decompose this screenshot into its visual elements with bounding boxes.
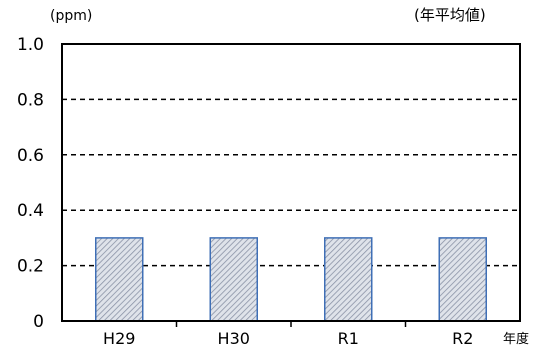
x-tick-labels: H29 H30 R1 R2 <box>103 329 473 348</box>
bar-R1 <box>324 237 373 322</box>
y-tick-label: 0.4 <box>17 201 44 221</box>
axes <box>61 43 521 327</box>
x-axis-label: 年度 <box>503 332 530 347</box>
y-tick-label: 0.6 <box>17 146 44 166</box>
bar-R2 <box>438 237 487 322</box>
y-tick-label: 0.2 <box>17 257 44 277</box>
unit-label: (ppm) <box>50 8 93 24</box>
bars <box>95 237 487 322</box>
x-tick-label: R2 <box>452 329 473 348</box>
y-tick-label: 0.8 <box>17 90 44 110</box>
x-tick-label: H29 <box>103 329 135 348</box>
bar-H29 <box>95 237 144 322</box>
bar-H30 <box>209 237 258 322</box>
y-tick-label: 1.0 <box>17 35 44 55</box>
y-tick-label: 0 <box>33 312 44 332</box>
y-tick-labels: 0 0.2 0.4 0.6 0.8 1.0 <box>17 35 44 332</box>
chart-note: (年平均値) <box>414 6 486 24</box>
x-tick-label: R1 <box>338 329 359 348</box>
x-tick-label: H30 <box>218 329 250 348</box>
